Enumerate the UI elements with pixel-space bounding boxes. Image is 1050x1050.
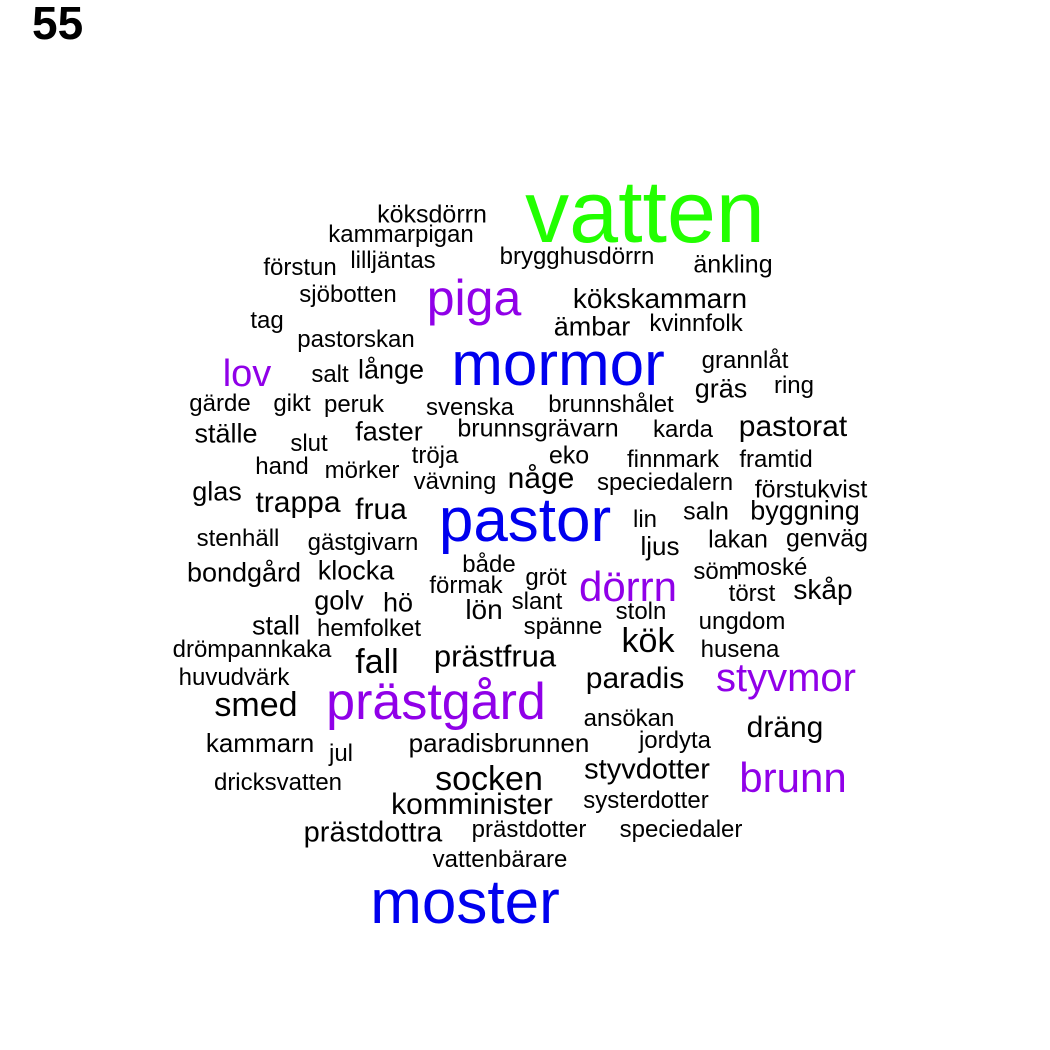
word-brunnshalet: brunnshålet	[548, 393, 673, 417]
word-ankling: änkling	[693, 253, 772, 278]
word-brunnsgravarn: brunnsgrävarn	[457, 417, 618, 442]
word-forstun: förstun	[263, 256, 336, 280]
word-husena: husena	[701, 638, 780, 662]
word-dricksvatten: dricksvatten	[214, 771, 342, 795]
word-speciedalern: speciedalern	[597, 471, 733, 495]
word-lin: lin	[633, 508, 657, 532]
word-peruk: peruk	[324, 393, 384, 417]
word-tag: tag	[250, 309, 283, 333]
word-kammarpigan: kammarpigan	[328, 223, 473, 247]
word-spanne: spänne	[524, 615, 603, 639]
word-systerdotter: systerdotter	[583, 789, 708, 813]
word-stalle: ställe	[194, 421, 257, 448]
word-framtid: framtid	[739, 448, 812, 472]
word-frua: frua	[355, 495, 407, 525]
word-trappa: trappa	[255, 488, 340, 518]
word-slant: slant	[512, 590, 563, 614]
word-gastgivarn: gästgivarn	[308, 531, 419, 555]
word-byggning: byggning	[750, 498, 860, 525]
word-drang: dräng	[747, 713, 824, 743]
word-moster: moster	[370, 872, 559, 934]
word-stoln: stoln	[616, 600, 667, 624]
word-glas: glas	[192, 479, 242, 506]
word-lov: lov	[223, 355, 272, 393]
word-mormor: mormor	[451, 334, 665, 396]
word-garde: gärde	[189, 392, 250, 416]
word-skap: skåp	[793, 576, 852, 604]
word-styvdotter: styvdotter	[584, 756, 710, 785]
word-morker: mörker	[325, 459, 400, 483]
word-bondgard: bondgård	[187, 560, 301, 587]
word-kvinnfolk: kvinnfolk	[649, 312, 742, 336]
word-hemfolket: hemfolket	[317, 617, 421, 641]
word-vavning: vävning	[414, 470, 497, 494]
word-drompannkaka: drömpannkaka	[173, 638, 332, 662]
word-brygghusdorrn: brygghusdörrn	[500, 245, 655, 269]
word-pastor: pastor	[439, 490, 611, 552]
word-paradisbrunnen: paradisbrunnen	[409, 730, 590, 756]
word-karda: karda	[653, 418, 713, 442]
word-lange: långe	[358, 357, 424, 384]
word-sjobotten: sjöbotten	[299, 283, 396, 307]
word-hand: hand	[255, 455, 308, 479]
word-piga: piga	[427, 273, 522, 323]
word-ring: ring	[774, 374, 814, 398]
word-lon: lön	[465, 596, 502, 624]
word-lakan: lakan	[708, 528, 768, 553]
word-prastfrua: prästfrua	[434, 641, 556, 672]
word-troja: tröja	[412, 444, 459, 468]
word-gras: gräs	[695, 376, 748, 403]
word-paradis: paradis	[586, 664, 684, 694]
word-gikt: gikt	[273, 392, 310, 416]
word-vattenbarare: vattenbärare	[433, 848, 568, 872]
word-ungdom: ungdom	[699, 610, 786, 634]
word-kokskammarn: kökskammarn	[573, 285, 747, 313]
word-prastgard: prästgård	[326, 676, 546, 728]
word-kok: kök	[622, 624, 675, 658]
word-salt: salt	[311, 363, 348, 387]
word-smed: smed	[214, 688, 297, 722]
word-styvmor: styvmor	[716, 658, 856, 698]
word-ljus: ljus	[640, 533, 679, 559]
word-kammarn: kammarn	[206, 730, 314, 756]
word-genvag: genväg	[786, 527, 868, 552]
word-grannlat: grannlåt	[702, 349, 789, 373]
word-nage: någe	[508, 464, 575, 494]
word-golv: golv	[314, 588, 364, 615]
word-lilljantas: lilljäntas	[350, 249, 435, 273]
word-brunn: brunn	[739, 757, 846, 799]
word-jul: jul	[329, 742, 353, 766]
word-prastdotter: prästdotter	[472, 818, 587, 842]
word-fall: fall	[355, 645, 398, 679]
word-grot: gröt	[525, 566, 566, 590]
word-ho: hö	[383, 590, 413, 617]
word-klocka: klocka	[318, 558, 395, 585]
word-speciedaler: speciedaler	[620, 818, 743, 842]
word-jordyta: jordyta	[639, 729, 711, 753]
word-saln: saln	[683, 500, 729, 525]
word-ambar: ämbar	[554, 314, 631, 341]
word-prastdottra: prästdottra	[304, 819, 443, 848]
word-pastorskan: pastorskan	[297, 328, 414, 352]
word-stenhall: stenhäll	[197, 527, 280, 551]
word-torst: törst	[729, 582, 776, 606]
word-pastorat: pastorat	[739, 412, 847, 442]
